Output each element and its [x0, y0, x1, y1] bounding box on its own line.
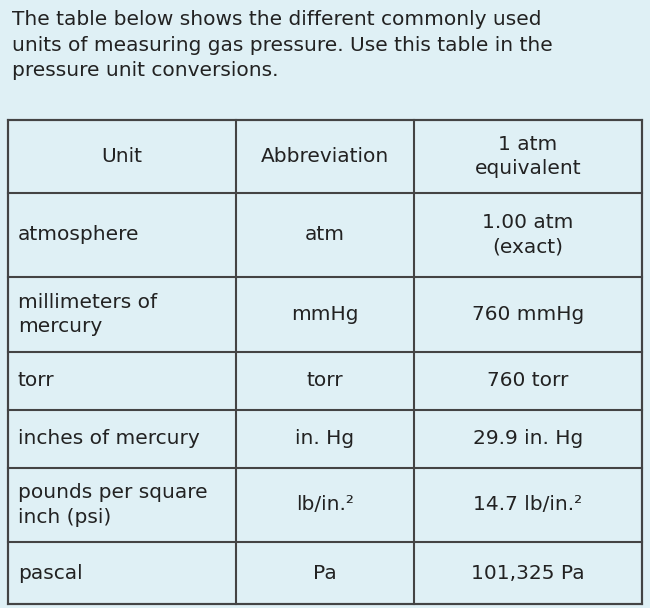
- Text: torr: torr: [307, 371, 343, 390]
- Text: mmHg: mmHg: [291, 305, 359, 324]
- Text: 14.7 lb/in.²: 14.7 lb/in.²: [473, 496, 582, 514]
- Text: Abbreviation: Abbreviation: [261, 147, 389, 166]
- Text: 760 mmHg: 760 mmHg: [472, 305, 584, 324]
- Text: millimeters of
mercury: millimeters of mercury: [18, 292, 157, 336]
- Text: inches of mercury: inches of mercury: [18, 429, 200, 448]
- Text: torr: torr: [18, 371, 55, 390]
- Text: Pa: Pa: [313, 564, 337, 582]
- Text: in. Hg: in. Hg: [296, 429, 354, 448]
- Text: 760 torr: 760 torr: [488, 371, 569, 390]
- Text: 1.00 atm
(exact): 1.00 atm (exact): [482, 213, 574, 257]
- Text: 29.9 in. Hg: 29.9 in. Hg: [473, 429, 583, 448]
- Text: pascal: pascal: [18, 564, 83, 582]
- Text: 101,325 Pa: 101,325 Pa: [471, 564, 585, 582]
- Text: 1 atm
equivalent: 1 atm equivalent: [474, 135, 581, 178]
- Bar: [8, 120, 642, 604]
- Text: pounds per square
inch (psi): pounds per square inch (psi): [18, 483, 207, 527]
- Text: The table below shows the different commonly used
units of measuring gas pressur: The table below shows the different comm…: [12, 10, 552, 80]
- Text: Unit: Unit: [101, 147, 142, 166]
- Text: atmosphere: atmosphere: [18, 226, 140, 244]
- Text: lb/in.²: lb/in.²: [296, 496, 354, 514]
- Text: atm: atm: [305, 226, 345, 244]
- Bar: [8, 120, 642, 604]
